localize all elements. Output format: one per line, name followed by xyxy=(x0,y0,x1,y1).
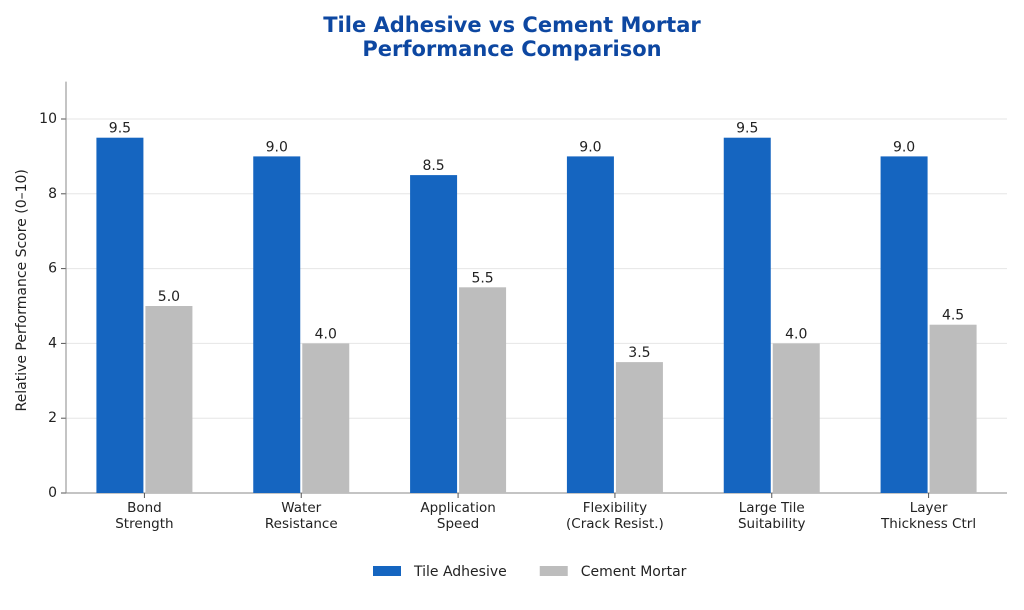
value-label: 9.0 xyxy=(266,139,288,155)
bar xyxy=(723,137,771,493)
x-tick-label: Application Speed xyxy=(420,500,496,532)
bar xyxy=(459,287,507,493)
bar xyxy=(929,324,977,493)
x-tick-label: Water Resistance xyxy=(264,500,338,532)
value-label: 9.0 xyxy=(893,139,915,155)
value-label: 9.5 xyxy=(736,121,758,137)
legend-swatch xyxy=(373,566,401,576)
x-tick-label: Layer Thickness Ctrl xyxy=(881,500,977,532)
value-label: 4.0 xyxy=(785,326,807,342)
value-label: 3.5 xyxy=(628,345,650,361)
bar xyxy=(410,175,458,493)
legend-label: Cement Mortar xyxy=(581,564,687,580)
chart-title: Tile Adhesive vs Cement Mortar Performan… xyxy=(323,13,701,62)
y-tick-label: 8 xyxy=(48,186,57,202)
value-label: 5.0 xyxy=(158,289,180,305)
value-label: 4.5 xyxy=(942,308,964,324)
value-label: 9.0 xyxy=(579,139,601,155)
y-tick-label: 0 xyxy=(48,485,57,501)
bar xyxy=(566,156,614,493)
bar xyxy=(772,343,820,493)
value-label: 5.5 xyxy=(471,270,493,286)
y-tick-label: 6 xyxy=(48,261,57,277)
y-tick-label: 2 xyxy=(48,410,57,426)
bar xyxy=(302,343,350,493)
bar xyxy=(96,137,144,493)
y-tick-label: 10 xyxy=(39,111,57,127)
bar xyxy=(880,156,928,493)
y-axis-label: Relative Performance Score (0–10) xyxy=(14,169,30,411)
bar xyxy=(145,306,193,493)
y-tick-label: 4 xyxy=(48,335,57,351)
legend-label: Tile Adhesive xyxy=(413,564,507,580)
x-tick-label: Bond Strength xyxy=(115,500,174,532)
x-tick-label: Large Tile Suitability xyxy=(737,500,806,532)
x-tick-label: Flexibility (Crack Resist.) xyxy=(566,500,664,532)
bar xyxy=(253,156,301,493)
bar xyxy=(615,362,663,493)
legend-swatch xyxy=(539,566,568,576)
value-label: 4.0 xyxy=(315,326,337,342)
value-label: 9.5 xyxy=(109,121,131,137)
value-label: 8.5 xyxy=(422,158,444,174)
